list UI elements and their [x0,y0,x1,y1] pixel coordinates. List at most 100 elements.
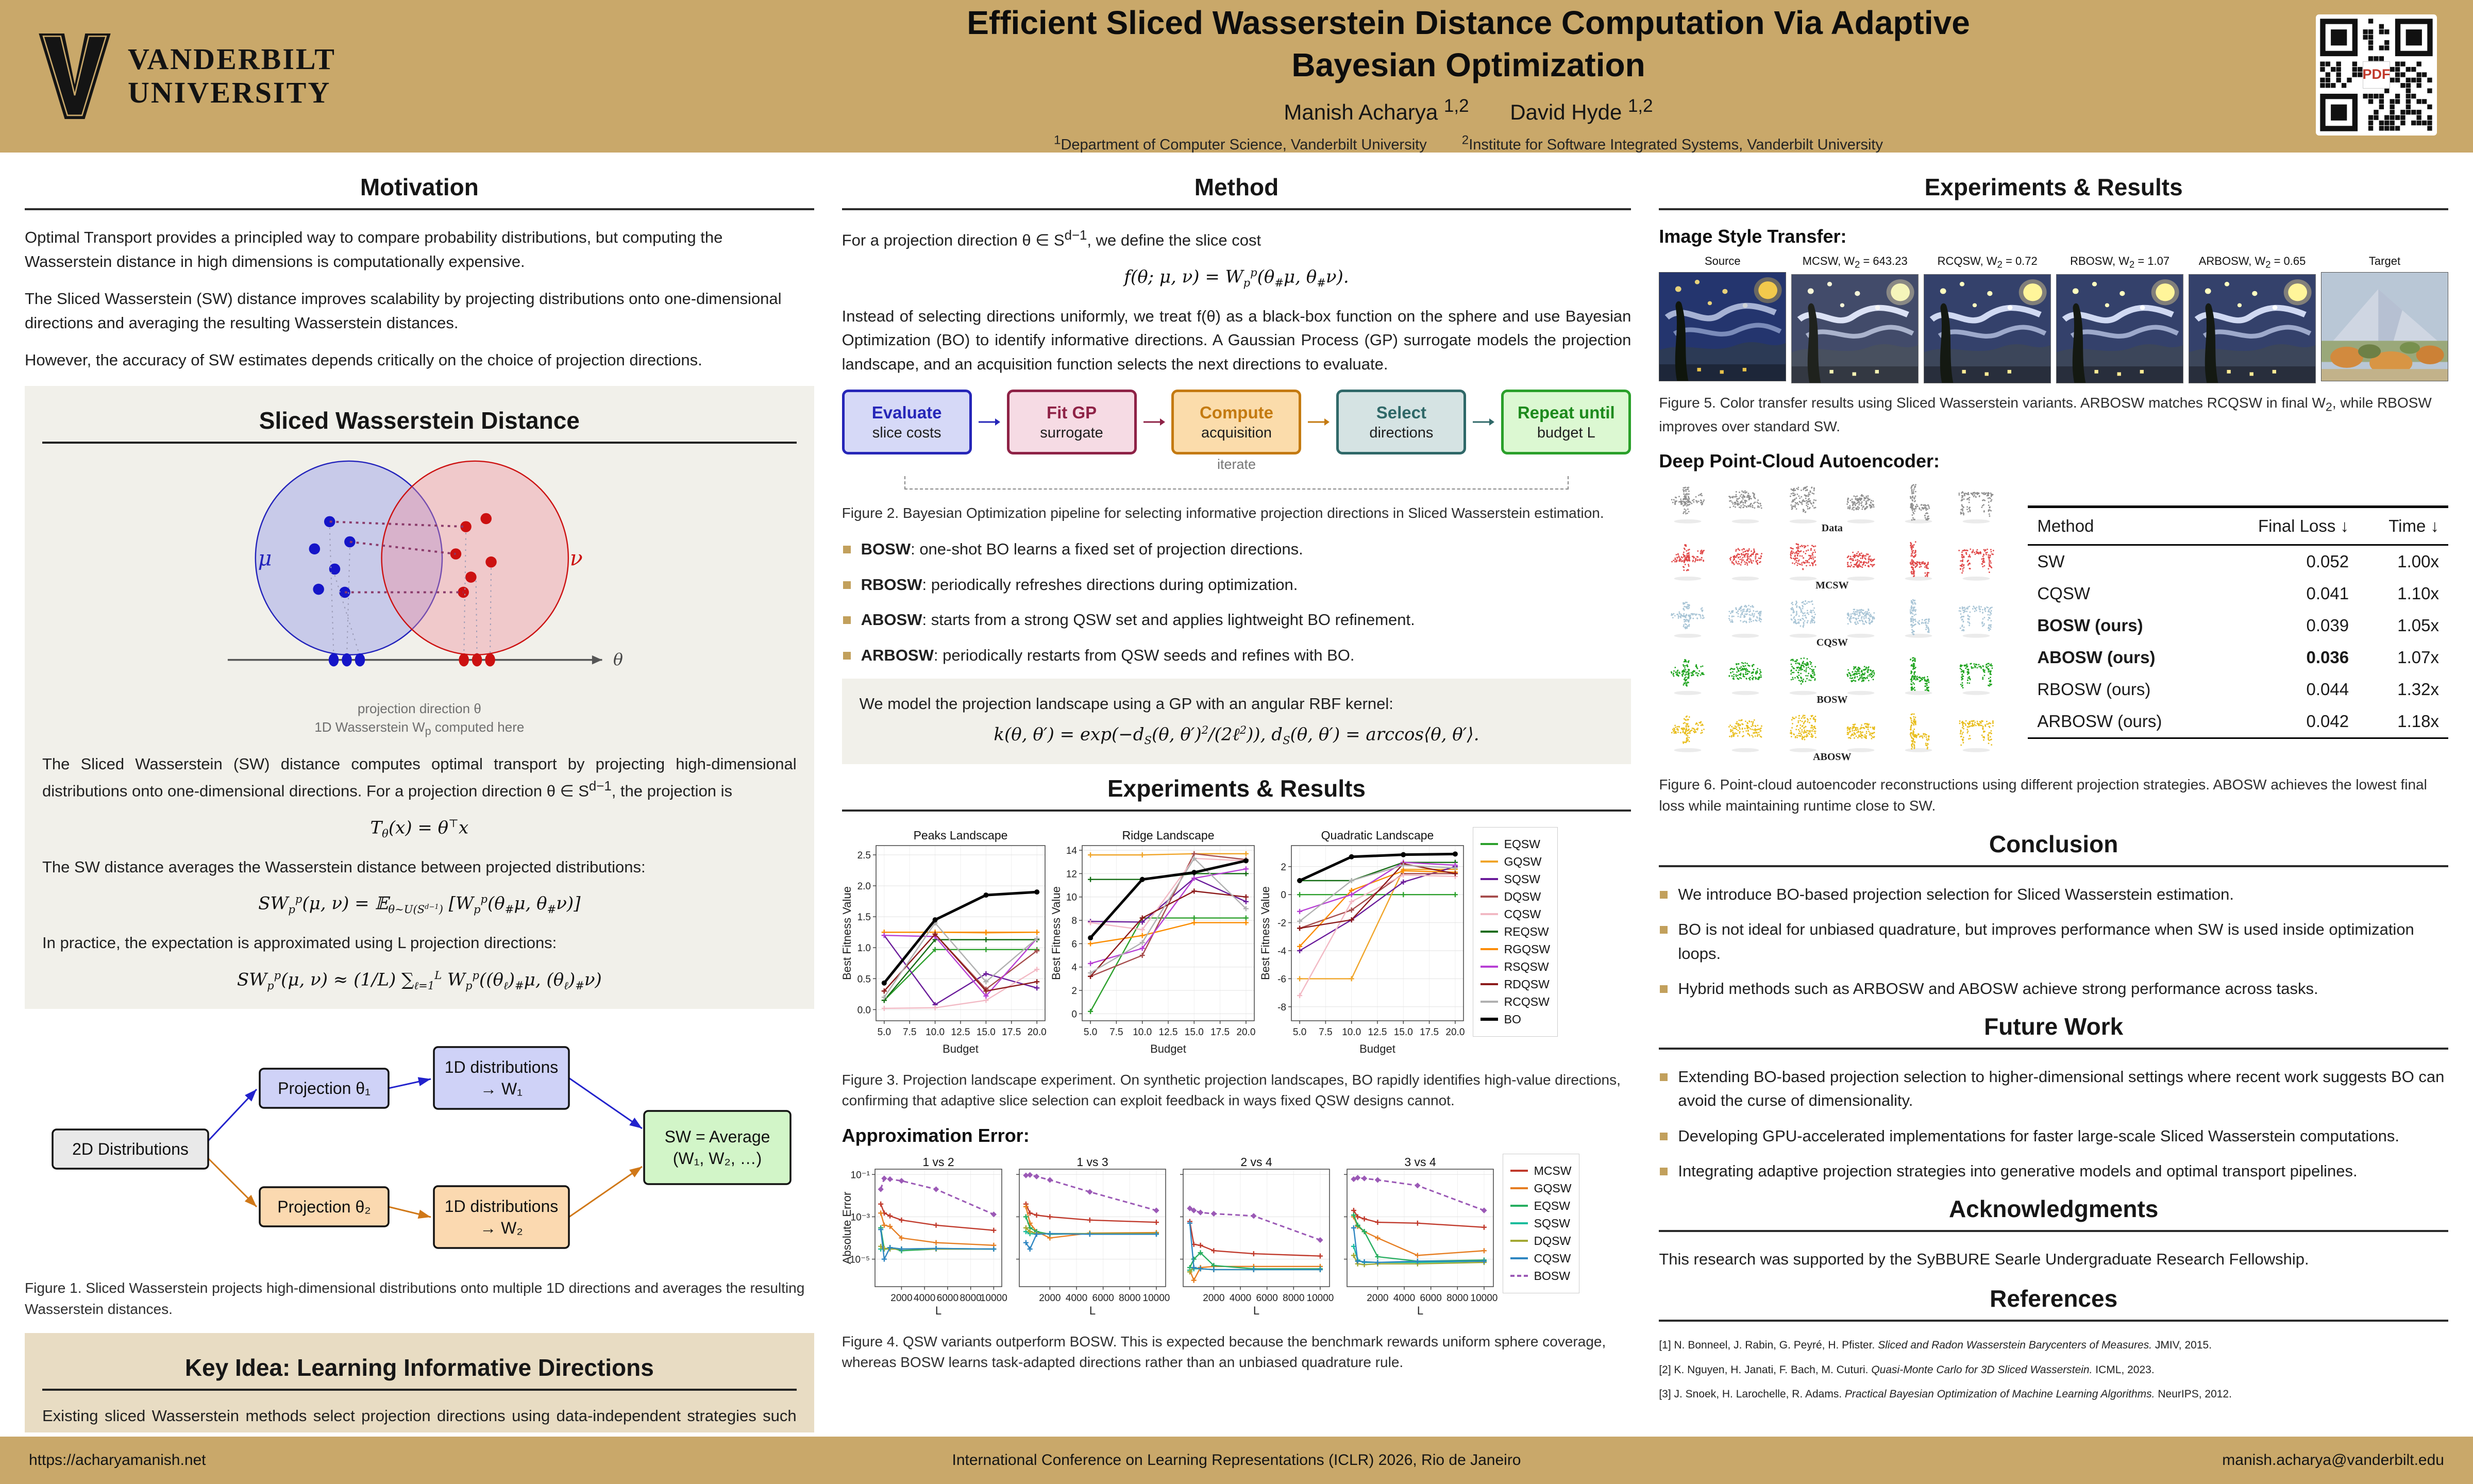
svg-text:Best Fitness Value: Best Fitness Value [1051,886,1063,980]
svg-text:→ W₁: → W₁ [480,1080,523,1098]
column-left: Motivation Optimal Transport provides a … [25,166,814,1432]
svg-text:L: L [1089,1304,1096,1317]
experiments-title-mid: Experiments & Results [1107,774,1366,802]
sw-expectation-formula: SWpp(μ, ν) = 𝔼θ∼U(Sd−1) [Wpp(θ#μ, θ#ν)] [258,892,581,916]
svg-text:Budget: Budget [1359,1042,1395,1055]
svg-text:L: L [1417,1304,1423,1317]
table-header: Time ↓ [2358,505,2448,546]
svg-text:Budget: Budget [1150,1042,1186,1055]
svg-text:8000: 8000 [1446,1293,1468,1304]
style-panel-label: Source [1704,255,1741,267]
svg-text:-2: -2 [1277,918,1286,929]
svg-text:Best Fitness Value: Best Fitness Value [1260,886,1272,980]
pointcloud-grid: Data MCSW CQSW BOSW ABOSW [1659,479,2005,765]
legend-item: GQSW [1480,855,1550,869]
svg-text:Budget: Budget [943,1042,979,1055]
svg-text:10000: 10000 [980,1293,1007,1304]
svg-text:2000: 2000 [1203,1293,1224,1304]
iterate-dashed-line [904,476,1569,490]
acknowledgments-text: This research was supported by the SyBBU… [1659,1250,2309,1268]
main-columns: Motivation Optimal Transport provides a … [0,153,2473,1437]
pointcloud-row [1659,708,2005,753]
table-cell: CQSW [2037,584,2090,603]
svg-text:-4: -4 [1277,946,1286,957]
svg-text:17.5: 17.5 [1210,1027,1230,1038]
svg-text:20.0: 20.0 [1236,1027,1255,1038]
rule [842,809,1631,812]
legend-item: RDQSW [1480,977,1550,991]
qr-code: PDF [2316,14,2437,138]
bullet-icon [1660,890,1668,899]
bullet-icon [843,546,851,554]
svg-text:PDF: PDF [2362,66,2390,82]
svg-text:8: 8 [1071,916,1077,926]
style-panel-starry: MCSW, W2 = 643.23 [1791,255,1919,384]
svg-text:5.0: 5.0 [877,1027,890,1038]
svg-text:5.0: 5.0 [1293,1027,1306,1038]
legend-item: DQSW [1510,1234,1572,1248]
svg-text:15.0: 15.0 [1393,1027,1412,1038]
legend-item: EQSW [1480,837,1550,851]
pointcloud-row-label: CQSW [1816,637,1848,649]
error-chart-3v4: 2000 4000 6000 8000 10000 3 vs 4 L [1336,1154,1500,1322]
svg-text:2.0: 2.0 [857,881,870,892]
svg-text:-6: -6 [1277,974,1286,985]
legend-item: REQSW [1480,925,1550,939]
authors: Manish Acharya 1,2 David Hyde 1,2 [629,96,2308,125]
sw-approx-formula: SWpp(μ, ν) ≈ (1/L) ∑ℓ=1L Wpp((θℓ)#μ, (θℓ… [237,968,602,992]
svg-text:SW = Average: SW = Average [664,1127,770,1146]
pipeline-arrow-icon [1143,418,1165,426]
figure5-style-transfer: Source MCSW, W2 = 643.23 RCQSW, W2 = 0.7… [1659,255,2448,384]
table-cell: 0.052 [2306,552,2349,571]
style-panel-label: RBOSW, W2 = 1.07 [2070,255,2170,270]
pipeline-step: Evaluate slice costs [842,390,972,455]
svg-text:Quadratic Landscape: Quadratic Landscape [1321,829,1434,842]
conclusion-title: Conclusion [1989,830,2118,857]
legend-item: CQSW [1510,1252,1572,1266]
table-row: ARBOSW (ours) 0.042 1.18x [2028,705,2448,739]
experiments-title-right: Experiments & Results [1924,174,2183,200]
header-title-block: Efficient Sliced Wasserstein Distance Co… [629,0,2308,154]
svg-text:4000: 4000 [1066,1293,1087,1304]
affiliation-1: 1Department of Computer Science, Vanderb… [1054,133,1427,153]
table-cell: 1.05x [2397,616,2439,635]
svg-text:10.0: 10.0 [1342,1027,1361,1038]
qr-wrap: PDF [2308,14,2437,138]
style-panel-starry: ARBOSW, W2 = 0.65 [2189,255,2316,384]
reference-item: [3] J. Snoek, H. Larochelle, R. Adams. P… [1659,1388,2232,1401]
pointcloud-row-label: BOSW [1816,694,1848,706]
svg-text:15.0: 15.0 [1184,1027,1203,1038]
svg-text:2000: 2000 [1039,1293,1061,1304]
error-chart-1v2: 10⁻¹ 10⁻³ 10⁻⁵ 2000 4000 6000 8000 10000 1 vs 2 L… [842,1154,1008,1322]
affiliations: 1Department of Computer Science, Vanderb… [629,133,2308,154]
style-panel-starry: RCQSW, W2 = 0.72 [1924,255,2051,384]
svg-text:10.0: 10.0 [926,1027,945,1038]
footer-conference: International Conference on Learning Rep… [952,1452,1521,1469]
pipeline-arrow-icon [1473,418,1495,426]
projection-formula: Tθ(x) = θ⊤x [370,816,469,840]
svg-text:12.5: 12.5 [951,1027,970,1038]
slice-cost-formula: f(θ; μ, ν) = Wpp(θ#μ, θ#ν). [1124,265,1349,289]
header-band: VANDERBILT UNIVERSITY Efficient Sliced W… [0,0,2473,153]
rule [1659,1320,2448,1322]
footer-band: https://acharyamanish.net International … [0,1437,2473,1484]
table-row: CQSW 0.041 1.10x [2028,578,2448,610]
table-cell: 1.32x [2397,680,2439,699]
rule [1659,865,2448,867]
sw-paragraph: The SW distance averages the Wasserstein… [42,857,646,876]
svg-text:10⁻⁵: 10⁻⁵ [850,1254,870,1265]
poster-title: Efficient Sliced Wasserstein Distance Co… [967,4,1970,84]
svg-text:μ: μ [258,546,272,570]
svg-text:Absolute Error: Absolute Error [842,1192,853,1264]
method-paragraph: Instead of selecting directions uniforml… [842,307,1631,373]
style-panel-starry: RBOSW, W2 = 1.07 [2056,255,2184,384]
svg-text:6: 6 [1071,939,1077,950]
rule [1659,208,2448,210]
references-list: [1] N. Bonneel, J. Rabin, G. Peyré, H. P… [1659,1337,2448,1403]
future-work-title: Future Work [1984,1013,2124,1040]
figure4-caption: Figure 4. QSW variants outperform BOSW. … [842,1333,1606,1371]
style-panel-image [1924,274,2051,384]
list-item: Developing GPU-accelerated implementatio… [1659,1124,2448,1149]
svg-text:6000: 6000 [1420,1293,1441,1304]
